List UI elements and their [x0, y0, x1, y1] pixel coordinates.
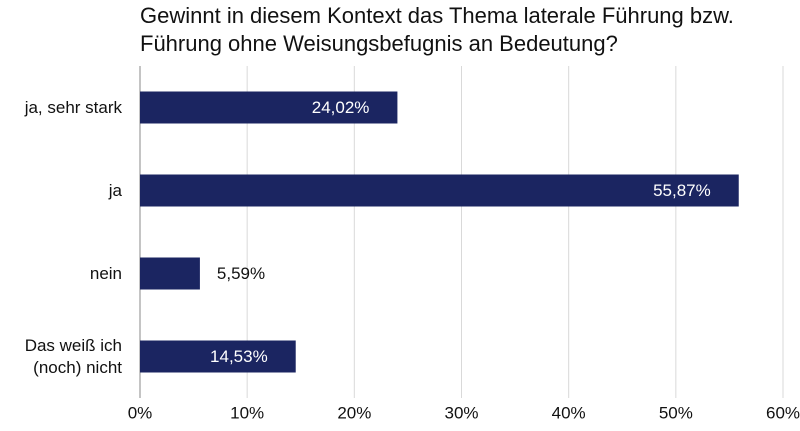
bar — [140, 91, 398, 124]
chart-title: Gewinnt in diesem Kontext das Thema late… — [140, 3, 734, 56]
x-tick-label: 30% — [444, 403, 478, 422]
x-tick-label: 20% — [337, 403, 371, 422]
x-tick-label: 60% — [766, 403, 800, 422]
y-tick-label: nein — [89, 263, 122, 283]
y-tick-label: ja — [108, 180, 122, 200]
x-tick-label: 40% — [552, 403, 586, 422]
x-tick-label: 10% — [230, 403, 264, 422]
x-tick-label: 50% — [659, 403, 693, 422]
x-tick-label: 0% — [128, 403, 153, 422]
bar — [140, 257, 200, 290]
y-tick-label: ja, sehr stark — [24, 97, 122, 117]
data-label: 5,59% — [217, 264, 265, 283]
bar — [140, 174, 739, 207]
y-tick-label: Das weiß ich (noch) nicht — [24, 335, 122, 377]
bar — [140, 340, 296, 373]
data-label: 24,02% — [312, 98, 370, 117]
data-label: 55,87% — [653, 181, 711, 200]
data-label: 14,53% — [210, 347, 268, 366]
